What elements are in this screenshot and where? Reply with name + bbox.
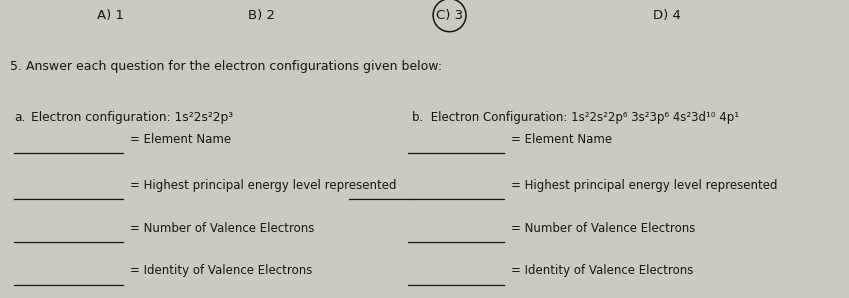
Text: = Element Name: = Element Name (511, 133, 612, 146)
Text: b.  Electron Configuration: 1s²2s²2p⁶ 3s²3p⁶ 4s²3d¹⁰ 4p¹: b. Electron Configuration: 1s²2s²2p⁶ 3s²… (412, 111, 739, 124)
Text: = Number of Valence Electrons: = Number of Valence Electrons (511, 222, 695, 235)
Text: D) 4: D) 4 (654, 9, 681, 22)
Text: C) 3: C) 3 (436, 9, 463, 22)
Text: = Identity of Valence Electrons: = Identity of Valence Electrons (130, 264, 312, 277)
Text: Electron configuration: 1s²2s²2p³: Electron configuration: 1s²2s²2p³ (31, 111, 233, 124)
Text: a.: a. (14, 111, 25, 124)
Text: = Number of Valence Electrons: = Number of Valence Electrons (130, 222, 314, 235)
Text: A) 1: A) 1 (97, 9, 124, 22)
Text: = Highest principal energy level represented: = Highest principal energy level represe… (511, 179, 777, 192)
Text: = Identity of Valence Electrons: = Identity of Valence Electrons (511, 264, 693, 277)
Text: = Element Name: = Element Name (130, 133, 231, 146)
Text: 5. Answer each question for the electron configurations given below:: 5. Answer each question for the electron… (10, 60, 441, 73)
Text: B) 2: B) 2 (248, 9, 274, 22)
Text: = Highest principal energy level represented: = Highest principal energy level represe… (130, 179, 396, 192)
